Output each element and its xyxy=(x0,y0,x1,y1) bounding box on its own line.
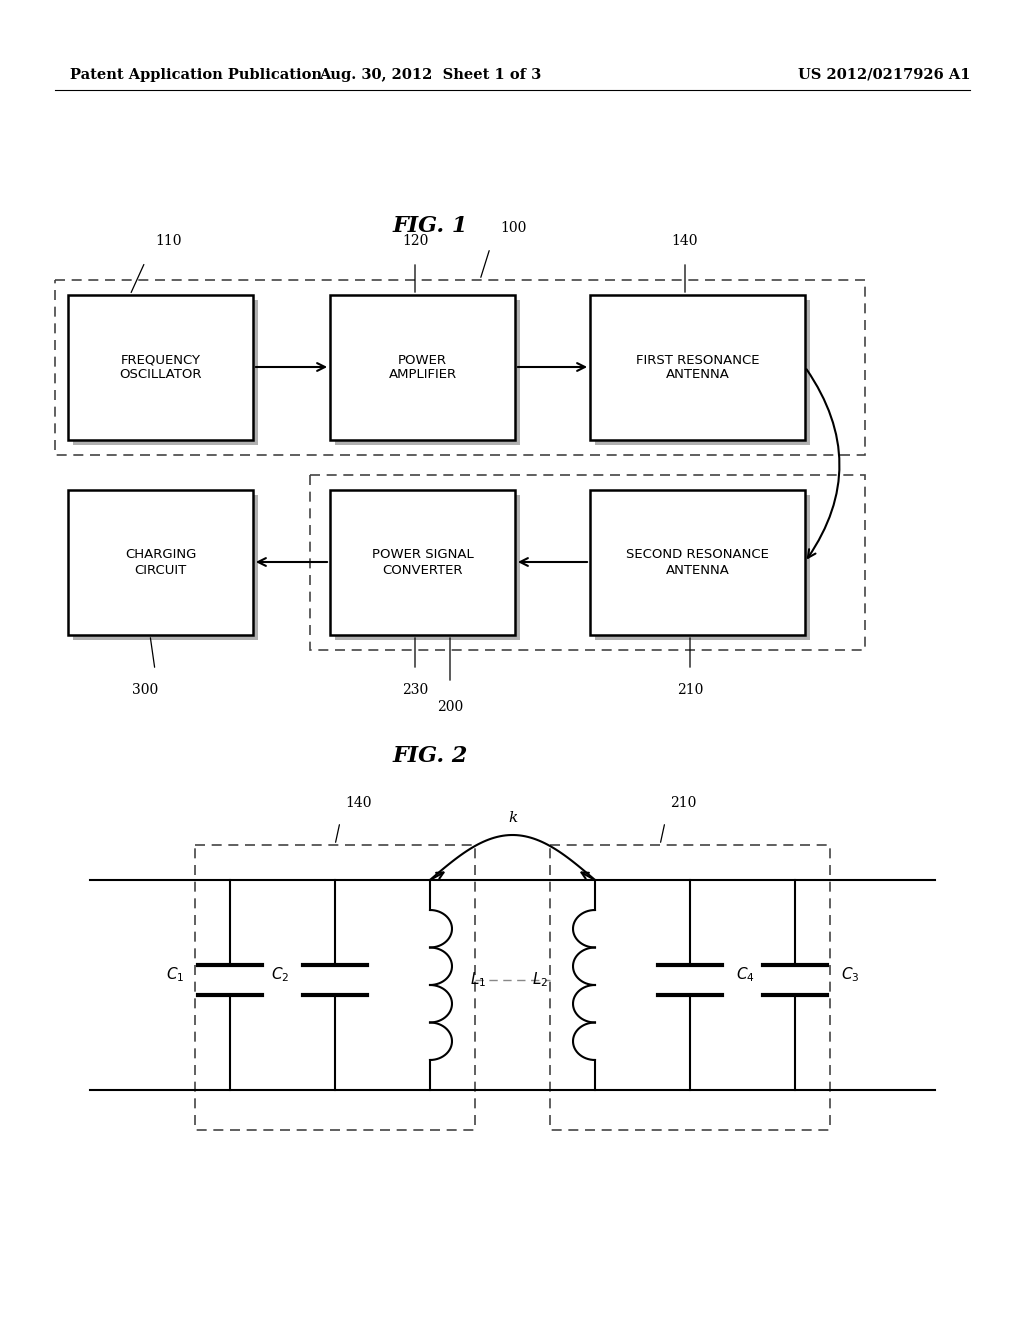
Text: FREQUENCY
OSCILLATOR: FREQUENCY OSCILLATOR xyxy=(119,354,202,381)
Text: 200: 200 xyxy=(437,700,463,714)
Bar xyxy=(73,300,258,445)
Text: 210: 210 xyxy=(670,796,696,810)
Text: 230: 230 xyxy=(401,682,428,697)
Bar xyxy=(335,300,520,445)
FancyArrowPatch shape xyxy=(807,370,840,558)
Bar xyxy=(310,475,865,649)
Bar xyxy=(55,280,865,455)
Bar xyxy=(590,490,805,635)
Text: 210: 210 xyxy=(677,682,703,697)
Text: 140: 140 xyxy=(672,234,698,248)
Text: FIRST RESONANCE
ANTENNA: FIRST RESONANCE ANTENNA xyxy=(636,354,759,381)
Text: 140: 140 xyxy=(345,796,372,810)
Text: Patent Application Publication: Patent Application Publication xyxy=(70,69,322,82)
Bar xyxy=(68,490,253,635)
Bar xyxy=(590,294,805,440)
Bar xyxy=(195,845,475,1130)
Bar xyxy=(68,294,253,440)
Bar xyxy=(335,495,520,640)
Bar xyxy=(330,490,515,635)
Bar xyxy=(595,495,810,640)
Text: CHARGING
CIRCUIT: CHARGING CIRCUIT xyxy=(125,549,197,577)
Text: $C_2$: $C_2$ xyxy=(270,966,289,985)
Bar xyxy=(550,845,830,1130)
Text: FIG. 2: FIG. 2 xyxy=(392,744,468,767)
Text: POWER
AMPLIFIER: POWER AMPLIFIER xyxy=(388,354,457,381)
Text: 100: 100 xyxy=(500,220,526,235)
Text: 300: 300 xyxy=(132,682,158,697)
Text: $C_3$: $C_3$ xyxy=(841,966,859,985)
Text: Aug. 30, 2012  Sheet 1 of 3: Aug. 30, 2012 Sheet 1 of 3 xyxy=(318,69,541,82)
Bar xyxy=(595,300,810,445)
Bar xyxy=(73,495,258,640)
Text: 120: 120 xyxy=(401,234,428,248)
Text: POWER SIGNAL
CONVERTER: POWER SIGNAL CONVERTER xyxy=(372,549,473,577)
Text: US 2012/0217926 A1: US 2012/0217926 A1 xyxy=(798,69,970,82)
Text: k: k xyxy=(508,810,517,825)
Bar xyxy=(330,294,515,440)
Text: $C_1$: $C_1$ xyxy=(166,966,184,985)
Text: $L_1$: $L_1$ xyxy=(470,970,486,990)
Text: $C_4$: $C_4$ xyxy=(735,966,755,985)
Text: FIG. 1: FIG. 1 xyxy=(392,215,468,238)
Text: SECOND RESONANCE
ANTENNA: SECOND RESONANCE ANTENNA xyxy=(626,549,769,577)
Text: 110: 110 xyxy=(155,234,181,248)
Text: $L_2$: $L_2$ xyxy=(531,970,548,990)
